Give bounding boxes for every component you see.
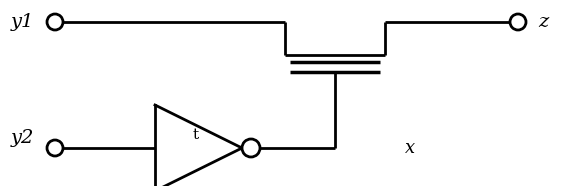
Circle shape: [242, 139, 260, 157]
Circle shape: [510, 14, 526, 30]
Text: y2: y2: [10, 129, 34, 147]
Circle shape: [47, 140, 63, 156]
Text: z: z: [538, 13, 548, 31]
Text: t: t: [193, 128, 199, 142]
Text: y1: y1: [10, 13, 34, 31]
Text: x: x: [405, 139, 415, 157]
Circle shape: [47, 14, 63, 30]
